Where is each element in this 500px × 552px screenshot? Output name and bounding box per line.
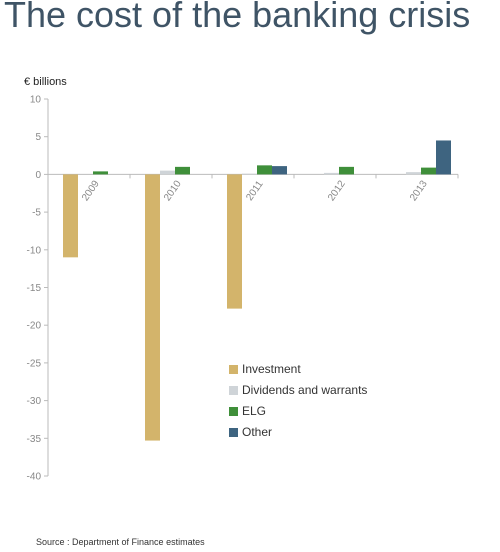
x-tick-label: 2009	[80, 178, 102, 203]
x-tick-label: 2011	[244, 179, 266, 203]
legend-label: Dividends and warrants	[242, 383, 367, 397]
bar-dividends-and-warrants-2011	[242, 173, 257, 175]
y-tick-label: -15	[27, 283, 42, 294]
bar-investment-2011	[227, 174, 242, 309]
y-tick-label: -5	[32, 208, 41, 219]
bar-elg-2010	[175, 166, 190, 175]
page-title: The cost of the banking crisis	[4, 0, 471, 35]
bar-other-2011	[272, 166, 287, 175]
y-axis-label: € billions	[24, 76, 67, 88]
bar-dividends-and-warrants-2010	[160, 170, 175, 175]
legend-swatch	[229, 407, 238, 416]
bar-elg-2012	[339, 166, 354, 175]
bar-elg-2013	[421, 167, 436, 175]
y-tick-label: 5	[35, 132, 41, 143]
legend-label: Investment	[242, 362, 301, 376]
source-note: Source : Department of Finance estimates	[36, 537, 205, 547]
bar-other-2013	[436, 140, 451, 175]
legend-label: Other	[242, 425, 272, 439]
x-tick-label: 2010	[162, 178, 184, 203]
legend-swatch	[229, 428, 238, 437]
bar-investment-2010	[145, 174, 160, 441]
x-tick-label: 2013	[408, 178, 430, 203]
legend-swatch	[229, 365, 238, 374]
y-tick-label: 10	[30, 95, 42, 106]
bar-investment-2009	[63, 174, 78, 258]
bar-dividends-and-warrants-2013	[406, 172, 421, 175]
y-tick-label: -20	[27, 321, 42, 332]
y-tick-label: -30	[27, 396, 42, 407]
bar-elg-2009	[93, 171, 108, 175]
bar-dividends-and-warrants-2012	[324, 172, 339, 175]
legend-label: ELG	[242, 404, 266, 418]
x-tick-label: 2012	[326, 178, 348, 203]
legend-swatch	[229, 386, 238, 395]
y-tick-label: -10	[27, 245, 42, 256]
bar-elg-2011	[257, 165, 272, 175]
y-tick-label: -35	[27, 434, 42, 445]
y-tick-label: -25	[27, 358, 42, 369]
y-tick-label: 0	[35, 170, 41, 181]
y-tick-label: -40	[27, 472, 42, 483]
